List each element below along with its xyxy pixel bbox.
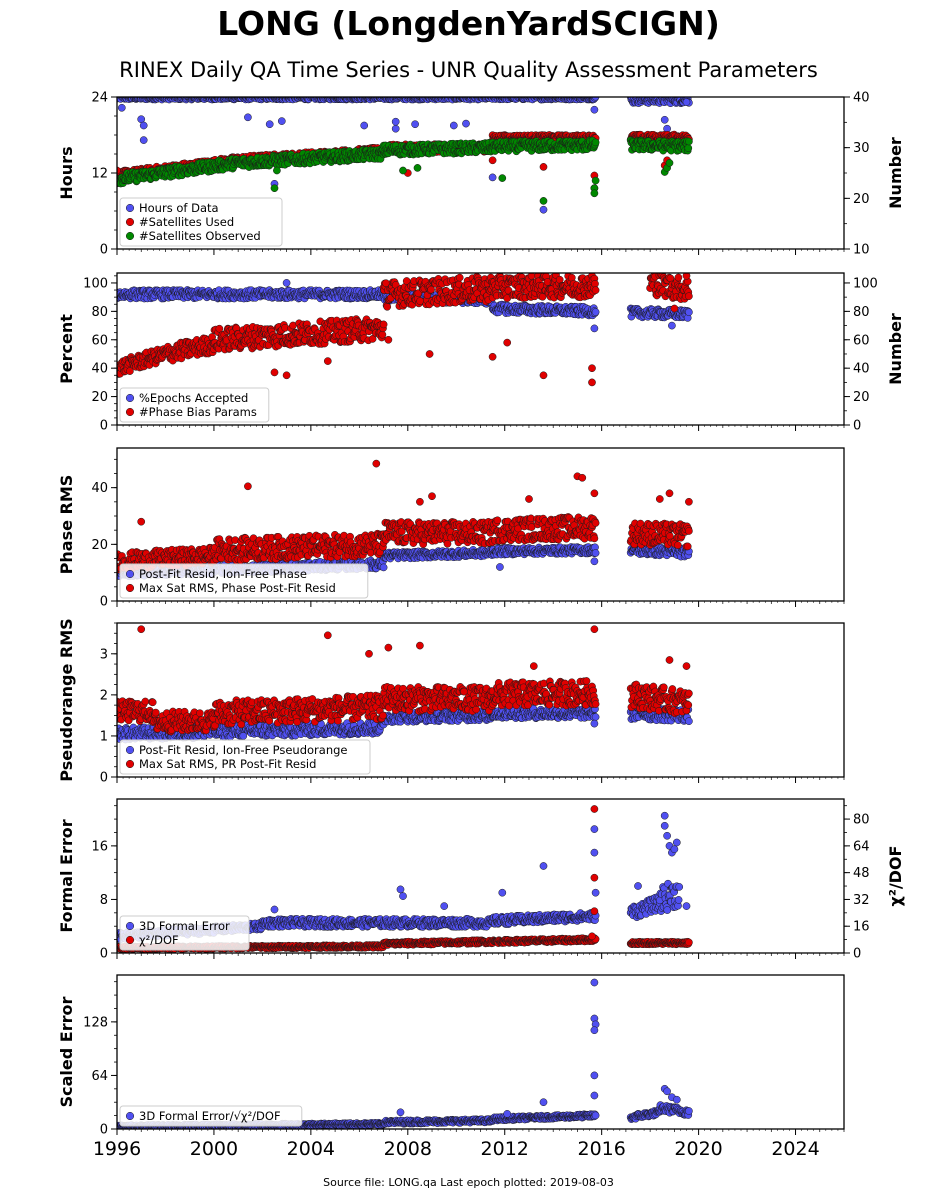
marker-blue-outlier [282, 279, 291, 287]
marker-blue-outlier [539, 205, 548, 214]
legend-marker [125, 231, 135, 241]
marker-red-outlier [588, 378, 596, 387]
marker-red [591, 279, 599, 288]
marker-green [684, 144, 693, 152]
marker-red-outlier [503, 338, 512, 347]
marker-red [378, 330, 387, 339]
marker-blue-outlier [139, 136, 148, 144]
marker-blue-outlier [449, 121, 458, 130]
marker-green-outlier [665, 159, 674, 167]
marker-blue-outlier [590, 324, 599, 333]
marker-red-outlier [270, 368, 279, 377]
y2-tick-label: 40 [853, 362, 870, 377]
marker-green-outlier [273, 166, 281, 175]
marker-green [685, 137, 693, 146]
marker-red-outlier [488, 352, 497, 361]
marker-red [379, 320, 388, 329]
marker-blue [591, 97, 600, 101]
marker-red-outlier [539, 163, 548, 171]
y2-axis-label: Number [886, 137, 905, 209]
marker-blue-outlier [360, 121, 369, 130]
marker-green-outlier [591, 176, 600, 185]
marker-green-outlier [399, 166, 407, 175]
marker-red-outlier [425, 350, 434, 358]
y-tick-label: 0 [100, 243, 108, 258]
legend-marker [125, 393, 135, 403]
y-tick-label: 60 [91, 333, 108, 348]
y2-tick-label: 80 [853, 305, 870, 320]
y2-tick-label: 60 [853, 333, 870, 348]
marker-blue-outlier [265, 120, 274, 129]
y2-tick-label: 0 [853, 419, 861, 434]
panel-2-markers [117, 273, 693, 387]
legend-marker [125, 407, 135, 417]
y2-tick-label: 20 [853, 390, 870, 405]
marker-red [591, 286, 600, 295]
marker-red [383, 302, 392, 311]
page-subtitle: RINEX Daily QA Time Series - UNR Quality… [119, 58, 818, 82]
y2-tick-label: 10 [853, 243, 870, 258]
y-tick-label: 0 [100, 419, 108, 434]
marker-red-outlier [384, 335, 393, 344]
legend-label: #Phase Bias Params [139, 405, 257, 419]
legend-label: %Epochs Accepted [139, 391, 248, 405]
marker-red [455, 273, 464, 282]
y2-tick-label: 30 [853, 141, 870, 156]
marker-red [685, 292, 693, 301]
marker-blue [591, 308, 600, 316]
marker-red-outlier [539, 371, 548, 380]
legend-marker [125, 203, 135, 213]
y-tick-label: 20 [91, 390, 108, 405]
marker-blue-outlier [117, 103, 126, 112]
marker-blue-outlier [411, 120, 419, 129]
marker-red-outlier [588, 364, 596, 373]
marker-green-outlier [270, 184, 279, 193]
marker-red-outlier [670, 304, 679, 313]
legend-label: #Satellites Used [139, 215, 234, 229]
marker-blue-outlier [391, 124, 400, 133]
legend-label: #Satellites Observed [139, 229, 261, 243]
marker-blue [685, 308, 693, 317]
y-tick-label: 100 [83, 276, 108, 291]
y-tick-label: 80 [91, 305, 108, 320]
y2-axis-label: Number [886, 313, 905, 385]
marker-blue-outlier [682, 98, 691, 106]
legend-label: Hours of Data [139, 201, 219, 215]
legend-marker [125, 217, 135, 227]
marker-blue-outlier [277, 117, 286, 125]
y-tick-label: 40 [91, 362, 108, 377]
y2-tick-label: 40 [853, 91, 870, 106]
panel-1-markers [117, 97, 693, 214]
panel-3-markers [117, 459, 693, 581]
marker-blue-outlier [668, 321, 676, 330]
marker-blue-outlier [391, 117, 400, 126]
page-title: LONG (LongdenYardSCIGN) [217, 4, 720, 43]
marker-green-outlier [413, 164, 422, 172]
y2-tick-label: 100 [853, 276, 878, 291]
marker-green-outlier [590, 189, 599, 198]
marker-red [674, 273, 683, 282]
marker-red-outlier [323, 357, 332, 365]
marker-blue-outlier [244, 113, 252, 122]
y-tick-label: 12 [91, 167, 108, 182]
y-axis-label: Hours [57, 146, 76, 199]
marker-blue-outlier [462, 119, 470, 128]
y-tick-label: 24 [91, 91, 108, 106]
marker-blue-outlier [660, 115, 669, 124]
marker-red-outlier [488, 156, 497, 165]
marker-green [591, 138, 600, 147]
y-axis-label: Percent [57, 314, 76, 384]
marker-red-outlier [282, 371, 291, 380]
marker-green-outlier [539, 197, 548, 205]
marker-blue-outlier [590, 105, 599, 114]
marker-blue-outlier [139, 121, 148, 130]
marker-green-outlier [498, 174, 507, 182]
marker-blue-outlier [488, 173, 497, 182]
y2-tick-label: 20 [853, 192, 870, 207]
